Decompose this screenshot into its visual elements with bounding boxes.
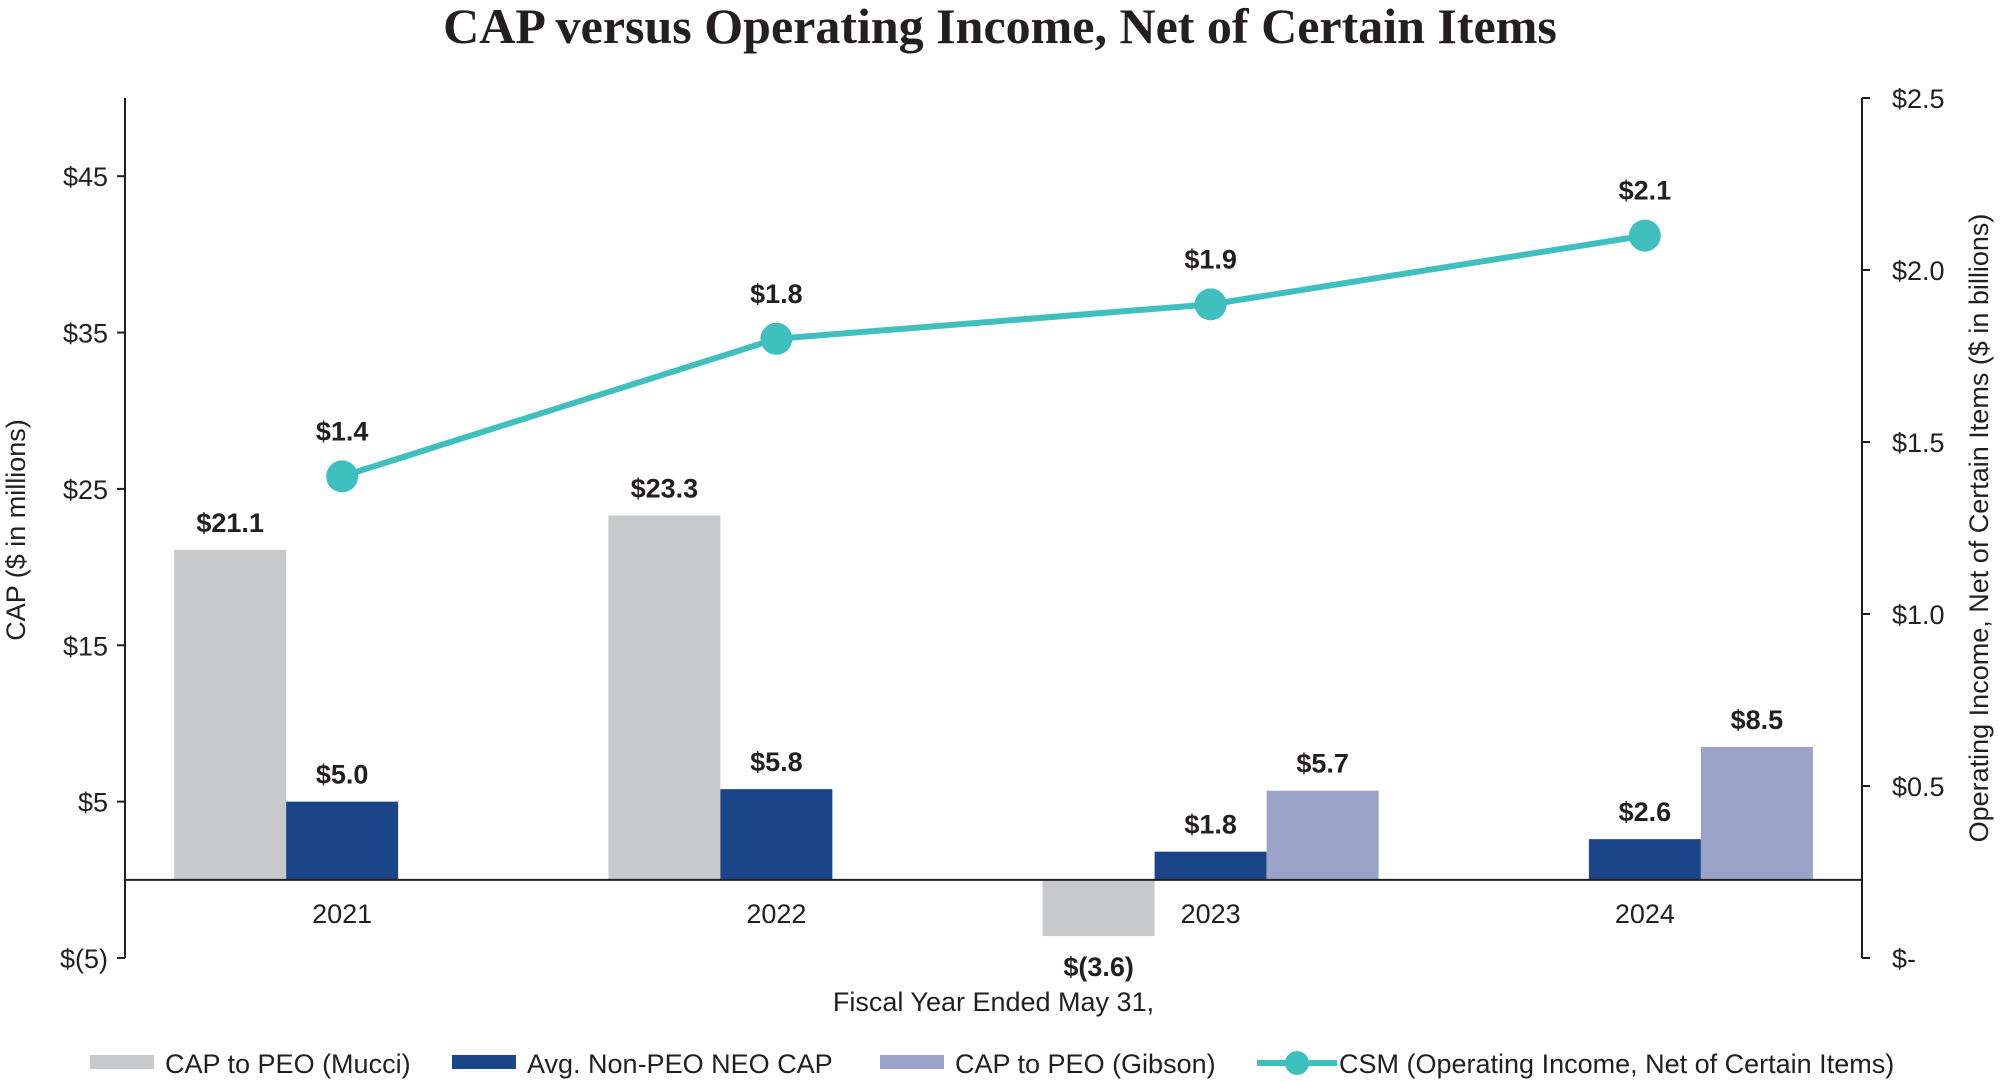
bar-data-label: $8.5	[1731, 705, 1784, 735]
right-axis-tick-label: $1.5	[1892, 428, 1945, 458]
x-axis-title: Fiscal Year Ended May 31,	[833, 987, 1154, 1017]
bar	[1266, 790, 1379, 880]
bar-data-label: $23.3	[631, 473, 699, 503]
bar-data-label: $5.7	[1296, 749, 1349, 779]
bar-data-label: $1.8	[1184, 810, 1237, 840]
left-axis-tick-label: $15	[63, 631, 108, 661]
left-axis-tick-label: $25	[63, 475, 108, 505]
x-category-label: 2021	[312, 899, 372, 929]
right-axis-title: Operating Income, Net of Certain Items (…	[1964, 214, 1994, 843]
bar	[1042, 879, 1155, 937]
bar	[286, 801, 399, 880]
right-axis-tick-label: $-	[1892, 944, 1916, 974]
x-category-label: 2024	[1615, 899, 1675, 929]
line-point	[760, 322, 793, 355]
right-axis-tick-label: $1.0	[1892, 600, 1945, 630]
line-series-path	[341, 232, 1646, 480]
legend-swatch	[90, 1055, 154, 1069]
left-axis-title: CAP ($ in millions)	[1, 419, 31, 641]
right-axis-tick-label: $0.5	[1892, 772, 1945, 802]
bar	[1700, 746, 1813, 880]
legend-swatch	[880, 1055, 944, 1069]
bar	[174, 549, 287, 880]
line-point	[1628, 219, 1661, 252]
legend-swatch	[452, 1055, 516, 1069]
bar-data-label: $(3.6)	[1063, 952, 1134, 982]
x-category-label: 2023	[1181, 899, 1241, 929]
legend-label: CSM (Operating Income, Net of Certain It…	[1339, 1049, 1894, 1079]
x-category-label: 2022	[746, 899, 806, 929]
line-data-label: $1.9	[1184, 244, 1237, 274]
line-data-label: $2.1	[1619, 176, 1672, 206]
line-data-label: $1.4	[316, 416, 369, 446]
bar	[1588, 839, 1701, 880]
bar-data-label: $5.8	[750, 747, 803, 777]
bar	[608, 515, 721, 880]
chart-title: CAP versus Operating Income, Net of Cert…	[443, 0, 1557, 54]
bar	[720, 789, 833, 880]
legend-label: CAP to PEO (Gibson)	[955, 1049, 1216, 1079]
left-axis-tick-label: $(5)	[60, 944, 108, 974]
line-point	[1194, 288, 1227, 321]
bar	[1154, 851, 1267, 880]
line-data-label: $1.8	[750, 279, 803, 309]
legend-label: Avg. Non-PEO NEO CAP	[527, 1049, 833, 1079]
left-axis-tick-label: $5	[78, 788, 108, 818]
legend-label: CAP to PEO (Mucci)	[165, 1049, 411, 1079]
left-axis-tick-label: $35	[63, 319, 108, 349]
bar-data-label: $2.6	[1619, 797, 1672, 827]
right-axis-tick-label: $2.5	[1892, 84, 1945, 114]
bar-data-label: $21.1	[196, 508, 264, 538]
line-point	[326, 460, 359, 493]
left-axis-tick-label: $45	[63, 162, 108, 192]
right-axis-tick-label: $2.0	[1892, 256, 1945, 286]
legend-line-marker	[1285, 1051, 1309, 1075]
bar-data-label: $5.0	[316, 760, 369, 790]
